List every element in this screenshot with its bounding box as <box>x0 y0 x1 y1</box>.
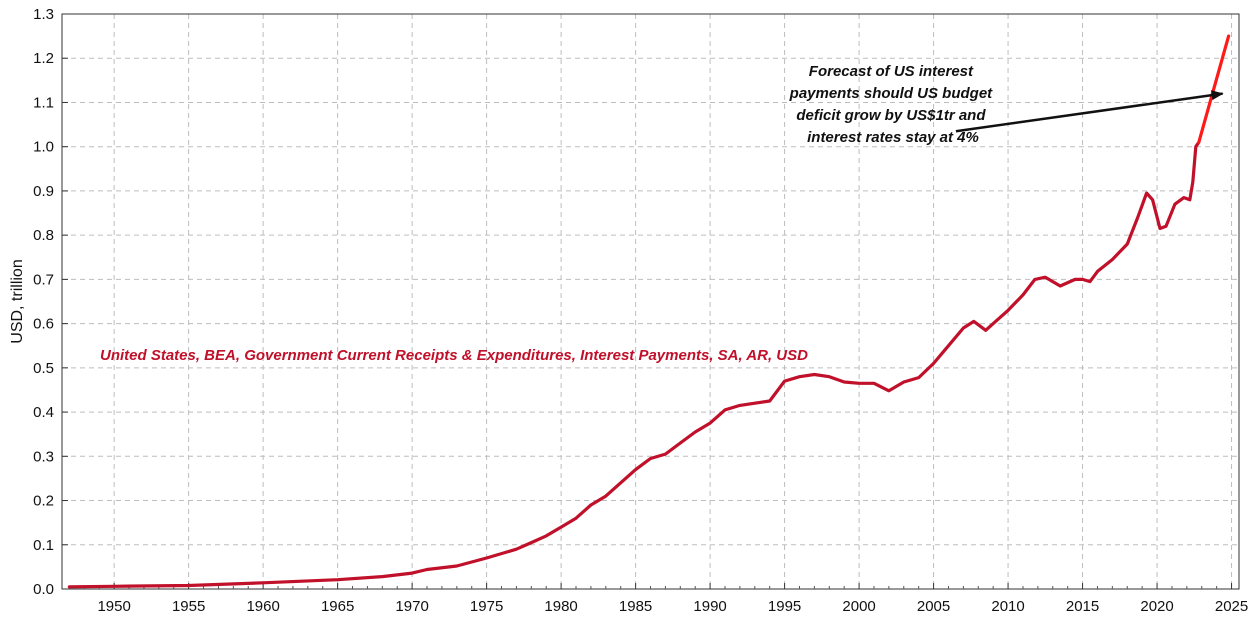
y-tick-label: 0.2 <box>33 493 54 510</box>
y-tick-label: 0.4 <box>33 404 54 421</box>
x-tick-label: 2020 <box>1140 598 1173 615</box>
forecast-annotation: Forecast of US interest payments should … <box>789 63 1224 146</box>
x-tick-label: 2025 <box>1215 598 1248 615</box>
annotation-line-3: deficit grow by US$1tr and <box>796 107 986 124</box>
x-tick-label: 1950 <box>97 598 130 615</box>
x-axis: 1950 1955 1960 1965 1970 1975 1980 1985 1990 1995… <box>68 583 1248 615</box>
x-tick-label: 1955 <box>172 598 205 615</box>
interest-payments-line <box>67 140 1201 589</box>
y-tick-label: 0.9 <box>33 183 54 200</box>
x-tick-label: 1970 <box>395 598 428 615</box>
y-tick-label: 0.3 <box>33 448 54 465</box>
y-tick-label: 0.8 <box>33 227 54 244</box>
annotation-arrow <box>955 90 1224 133</box>
x-tick-label: 2010 <box>991 598 1024 615</box>
y-tick-label: 1.0 <box>33 139 54 156</box>
y-tick-label: 0.0 <box>33 581 54 598</box>
x-tick-label: 2005 <box>917 598 950 615</box>
x-tick-label: 2015 <box>1066 598 1099 615</box>
x-tick-label: 1960 <box>246 598 279 615</box>
x-tick-label: 1980 <box>544 598 577 615</box>
y-tick-label: 1.1 <box>33 94 54 111</box>
series <box>67 34 1231 589</box>
grid <box>62 14 1239 589</box>
plot-frame <box>61 13 1240 590</box>
forecast-line <box>1197 34 1231 144</box>
y-tick-label: 0.7 <box>33 271 54 288</box>
annotation-text: Forecast of US interest payments should … <box>789 63 997 146</box>
x-tick-label: 1965 <box>321 598 354 615</box>
annotation-line-4: interest rates stay at 4% <box>807 129 979 146</box>
series-label: United States, BEA, Government Current R… <box>100 347 808 364</box>
x-tick-label: 1995 <box>768 598 801 615</box>
y-tick-label: 0.1 <box>33 537 54 554</box>
x-tick-label: 2000 <box>842 598 875 615</box>
annotation-line-1: Forecast of US interest <box>809 63 974 80</box>
x-tick-label: 1975 <box>470 598 503 615</box>
y-axis-title: USD, trillion <box>9 259 26 343</box>
y-axis: 0.0 0.1 0.2 0.3 0.4 0.5 0.6 0.7 0.8 0.9 1.0 1.1 1.2 1… <box>33 6 68 598</box>
x-tick-label: 1985 <box>619 598 652 615</box>
annotation-line-2: payments should US budget <box>789 85 994 102</box>
y-tick-label: 0.6 <box>33 316 54 333</box>
x-tick-label: 1990 <box>693 598 726 615</box>
y-tick-label: 1.3 <box>33 6 54 23</box>
y-tick-label: 1.2 <box>33 50 54 67</box>
y-tick-label: 0.5 <box>33 360 54 377</box>
